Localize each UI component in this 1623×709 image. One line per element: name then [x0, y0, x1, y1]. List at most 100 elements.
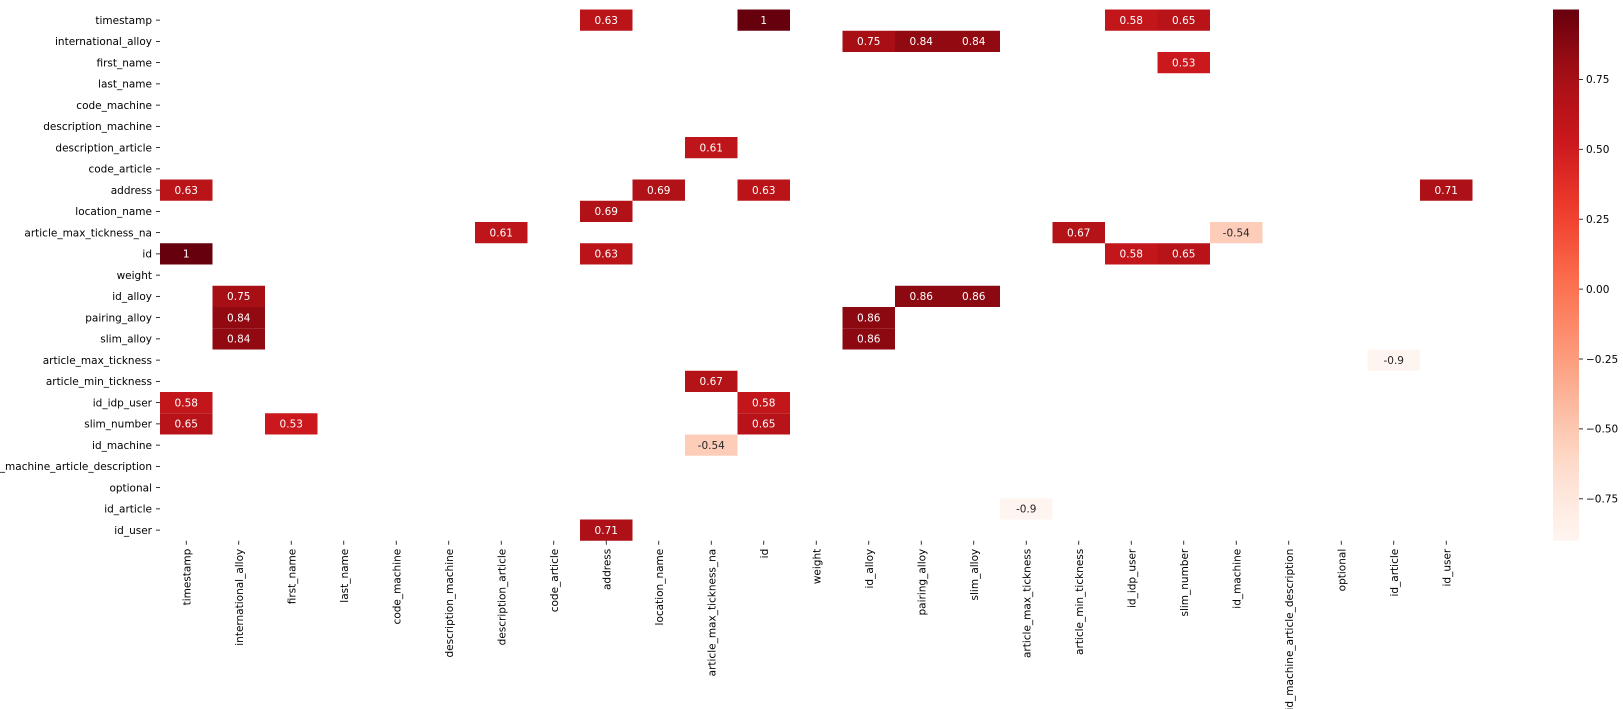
colorbar-gradient	[1553, 9, 1579, 541]
y-tick-label: article_max_tickness	[43, 355, 152, 367]
heatmap-cell	[895, 285, 948, 307]
heatmap-cell	[580, 200, 633, 222]
x-tick-label: pairing_alloy	[916, 549, 928, 616]
heatmap-cell	[1157, 9, 1210, 31]
heatmap-cell-label: -0.9	[1384, 355, 1405, 367]
x-tick-label: id_idp_user	[1126, 548, 1138, 608]
heatmap-cell	[842, 328, 895, 350]
heatmap-cell	[160, 392, 213, 414]
y-tick-label: description_machine	[43, 121, 152, 133]
heatmap-cell-label: 0.53	[280, 419, 303, 431]
heatmap-cell	[685, 137, 738, 159]
colorbar: 0.75 0.50 0.25 0.00 −0.25 −0.50 −0.75	[1553, 9, 1618, 541]
heatmap-cell	[1210, 222, 1263, 244]
heatmap-cell	[580, 243, 633, 265]
y-tick-label: id_idp_user	[93, 397, 153, 409]
y-tick-label: id_machine_article_description	[0, 461, 152, 473]
heatmap-cell-label: 0.61	[700, 142, 723, 154]
heatmap-cell-label: 0.65	[175, 419, 198, 431]
heatmap-cell-label: 0.86	[857, 312, 881, 324]
y-tick-label: weight	[117, 270, 152, 282]
x-tick-label: location_name	[654, 549, 666, 626]
x-tick-label: address	[601, 549, 613, 590]
y-tick-label: id_article	[104, 504, 152, 516]
colorbar-tick-label: 0.25	[1586, 214, 1609, 226]
heatmap-cell-label: 0.75	[227, 291, 250, 303]
heatmap-cell-label: 0.86	[962, 291, 986, 303]
y-tick-label: pairing_alloy	[85, 312, 152, 324]
heatmap-cell-label: 0.84	[962, 36, 986, 48]
heatmap-cell	[160, 413, 213, 435]
heatmap-cell-label: 0.84	[227, 312, 251, 324]
heatmap-cell-label: 0.65	[1172, 249, 1195, 261]
heatmap-cell	[580, 9, 633, 31]
x-axis: timestamp international_alloy first_name la…	[181, 540, 1453, 709]
y-tick-label: description_article	[55, 142, 152, 154]
x-tick-label: code_article	[549, 549, 561, 613]
x-tick-label: description_article	[496, 549, 508, 646]
heatmap-cell-label: -0.54	[1223, 227, 1250, 239]
heatmap-cell	[842, 30, 895, 52]
heatmap-cell-label: 0.71	[595, 525, 618, 537]
heatmap-cell	[685, 434, 738, 456]
heatmap-cell-label: -0.9	[1016, 504, 1037, 516]
heatmap-cell	[842, 307, 895, 329]
colorbar-tick-label: 0.50	[1586, 144, 1609, 156]
y-tick-label: timestamp	[95, 15, 152, 27]
y-tick-label: id_alloy	[112, 291, 152, 303]
x-tick-label: article_min_tickness	[1074, 549, 1086, 655]
colorbar-tick-label: −0.50	[1586, 424, 1618, 436]
heatmap-cell-label: 1	[760, 15, 767, 27]
heatmap-cell-label: 0.63	[175, 185, 198, 197]
heatmap-cell-label: 0.84	[910, 36, 934, 48]
heatmap-cell-label: 0.69	[647, 185, 670, 197]
x-tick-label: article_max_tickness	[1021, 549, 1033, 658]
heatmap-cell	[685, 370, 738, 392]
heatmap-cell-label: 0.61	[490, 227, 513, 239]
x-tick-label: article_max_tickness_na	[706, 549, 718, 677]
heatmap-cell-label: 0.86	[910, 291, 934, 303]
heatmap-cell	[1052, 222, 1105, 244]
heatmap-cell-label: 1	[183, 249, 190, 261]
y-tick-label: last_name	[98, 79, 152, 91]
x-tick-label: description_machine	[444, 549, 456, 658]
heatmap-cell	[737, 179, 790, 201]
x-tick-label: id_machine	[1231, 549, 1243, 609]
x-tick-label: international_alloy	[234, 549, 246, 646]
heatmap-cell-label: 0.65	[1172, 15, 1195, 27]
heatmap-cell	[737, 9, 790, 31]
heatmap-cell	[160, 179, 213, 201]
y-tick-label: id_machine	[92, 440, 152, 452]
y-tick-label: article_max_tickness_na	[24, 227, 152, 239]
heatmap-cell-label: 0.84	[227, 334, 251, 346]
y-tick-label: code_article	[88, 164, 152, 176]
heatmap-cell-label: 0.65	[752, 419, 775, 431]
y-tick-label: id	[142, 249, 152, 261]
colorbar-tick-label: 0.00	[1586, 284, 1609, 296]
heatmap-cell	[1105, 243, 1158, 265]
x-tick-label: id	[759, 549, 771, 559]
x-tick-label: slim_alloy	[969, 549, 981, 601]
x-tick-label: code_machine	[391, 549, 403, 625]
heatmap-cell	[737, 413, 790, 435]
heatmap-cell	[212, 328, 265, 350]
x-tick-label: weight	[811, 549, 823, 584]
heatmap-cell	[895, 30, 948, 52]
heatmap-cell-label: 0.63	[595, 15, 618, 27]
heatmap-cell	[1105, 9, 1158, 31]
heatmap-cell	[160, 243, 213, 265]
x-tick-label: id_article	[1389, 549, 1401, 597]
colorbar-tick-label: −0.75	[1586, 494, 1618, 506]
colorbar-tick-label: −0.25	[1586, 354, 1618, 366]
heatmap-cell	[580, 519, 633, 541]
heatmap-cell	[947, 285, 1000, 307]
y-tick-label: slim_number	[84, 419, 152, 431]
x-tick-label: id_machine_article_description	[1284, 549, 1296, 709]
heatmap-cell	[632, 179, 685, 201]
heatmap-cell-label: 0.69	[595, 206, 618, 218]
heatmap-cell	[947, 30, 1000, 52]
heatmap-cell	[1157, 52, 1210, 74]
heatmap-cell	[1367, 349, 1420, 371]
heatmap-cell-label: 0.58	[1120, 249, 1143, 261]
